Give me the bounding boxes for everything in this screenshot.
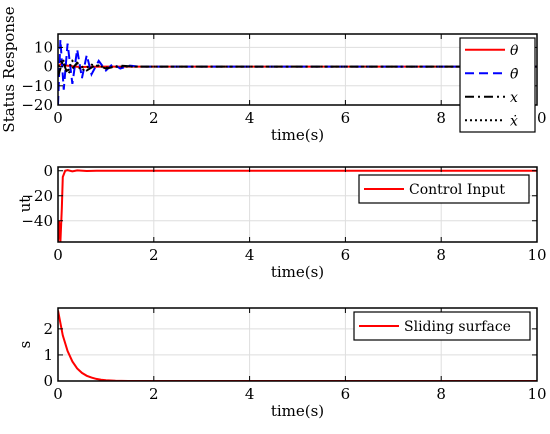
x-tick-label-0: 0: [53, 385, 63, 403]
x-tick-label-4: 8: [436, 109, 446, 127]
x-tick-label-2: 4: [245, 246, 255, 264]
legend-label-3: x: [510, 90, 518, 106]
x-tick-label-1: 2: [149, 109, 159, 127]
axes-box: [57, 33, 538, 106]
y-tick-label-3: 10: [34, 38, 53, 56]
legend: θ θ̇ xẋ: [459, 37, 536, 133]
x-tick-label-3: 6: [341, 246, 351, 264]
y-tick-label-0: 0: [43, 372, 53, 390]
legend: Control Input: [358, 174, 530, 204]
axes-box: [57, 307, 538, 382]
legend-label-1: Control Input: [409, 182, 505, 198]
series-line-4: [58, 56, 537, 76]
y-tick-label-1: 1: [43, 346, 53, 364]
x-tick-label-3: 6: [341, 385, 351, 403]
y-tick-label-0: −40: [21, 212, 53, 230]
legend-box: [459, 37, 536, 133]
x-axis-label: time(s): [271, 126, 324, 144]
x-tick-label-4: 8: [436, 385, 446, 403]
y-tick-label-2: 2: [43, 320, 53, 338]
legend: Sliding surface: [353, 311, 531, 341]
series-group: [58, 169, 537, 242]
y-axis-label: ut: [16, 197, 34, 213]
x-tick-label-5: 10: [527, 385, 546, 403]
x-tick-label-0: 0: [53, 109, 63, 127]
y-tick-label-2: 0: [43, 58, 53, 76]
chart-panel-3: 0 2 4 6 8 10 0 1 2 time(s) s Sliding surface: [16, 307, 547, 420]
legend-label-1: θ: [510, 43, 519, 59]
x-tick-label-5: 10: [527, 246, 546, 264]
x-axis-label: time(s): [271, 402, 324, 420]
series-group: [58, 39, 537, 105]
y-tick-label-2: 0: [43, 162, 53, 180]
x-tick-label-1: 2: [149, 246, 159, 264]
y-axis-label: Status Response: [0, 6, 18, 132]
y-tick-label-0: −20: [21, 96, 53, 114]
x-axis-label: time(s): [271, 263, 324, 281]
legend-label-4: ẋ: [510, 113, 518, 129]
chart-panel-2: 0 2 4 6 8 10 −40 −20 0 time(s) ut Control Input: [16, 162, 547, 281]
axes-box: [57, 166, 538, 243]
x-tick-label-2: 4: [245, 109, 255, 127]
y-tick-label-1: −20: [21, 187, 53, 205]
x-tick-label-2: 4: [245, 385, 255, 403]
series-line-1: [58, 169, 537, 242]
x-tick-label-4: 8: [436, 246, 446, 264]
x-tick-label-1: 2: [149, 385, 159, 403]
x-tick-label-3: 6: [341, 109, 351, 127]
series-line-2: [58, 39, 537, 105]
y-axis-label: s: [16, 341, 34, 349]
legend-label-1: Sliding surface: [404, 319, 511, 335]
y-tick-label-1: −10: [21, 77, 53, 95]
x-tick-label-0: 0: [53, 246, 63, 264]
legend-label-2: θ̇: [510, 66, 519, 82]
